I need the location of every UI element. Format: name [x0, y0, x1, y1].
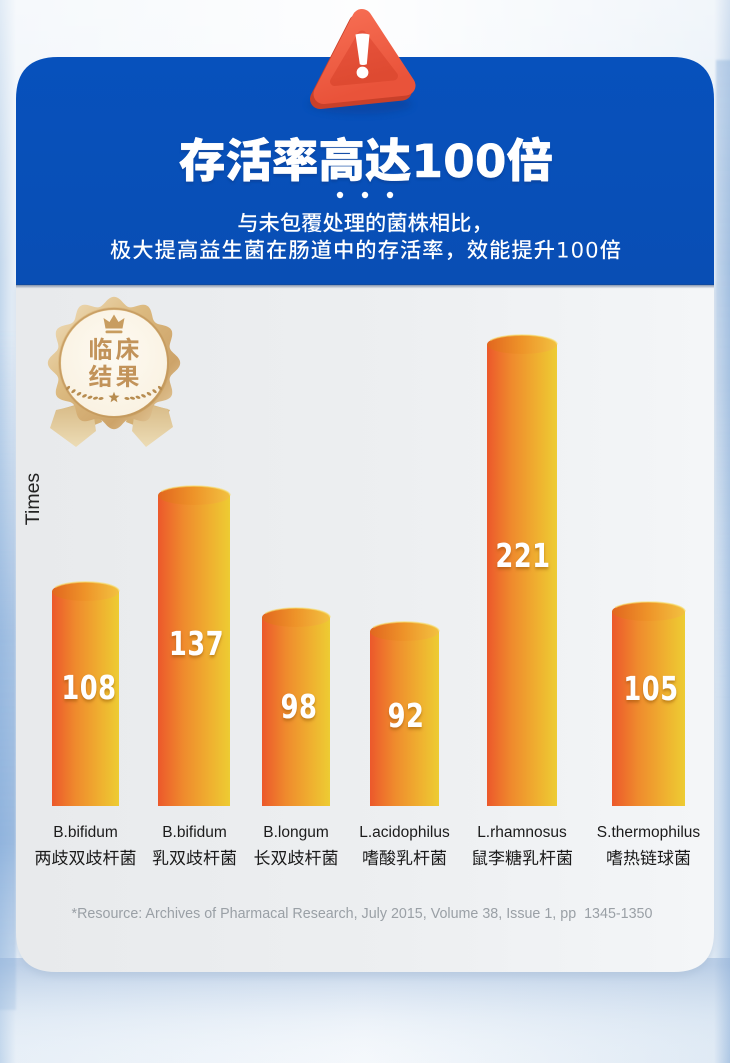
- svg-text:Times: Times: [22, 473, 44, 526]
- svg-text:S.thermophilus: S.thermophilus: [597, 824, 701, 841]
- svg-text:B.bifidum: B.bifidum: [162, 824, 227, 841]
- svg-text:*Resource: Archives of Pharmac: *Resource: Archives of Pharmacal Researc…: [72, 906, 653, 922]
- svg-text:B.bifidum: B.bifidum: [53, 824, 118, 841]
- svg-text:L.acidophilus: L.acidophilus: [359, 824, 450, 841]
- svg-text:L.rhamnosus: L.rhamnosus: [477, 824, 567, 841]
- svg-text:B.longum: B.longum: [263, 824, 328, 841]
